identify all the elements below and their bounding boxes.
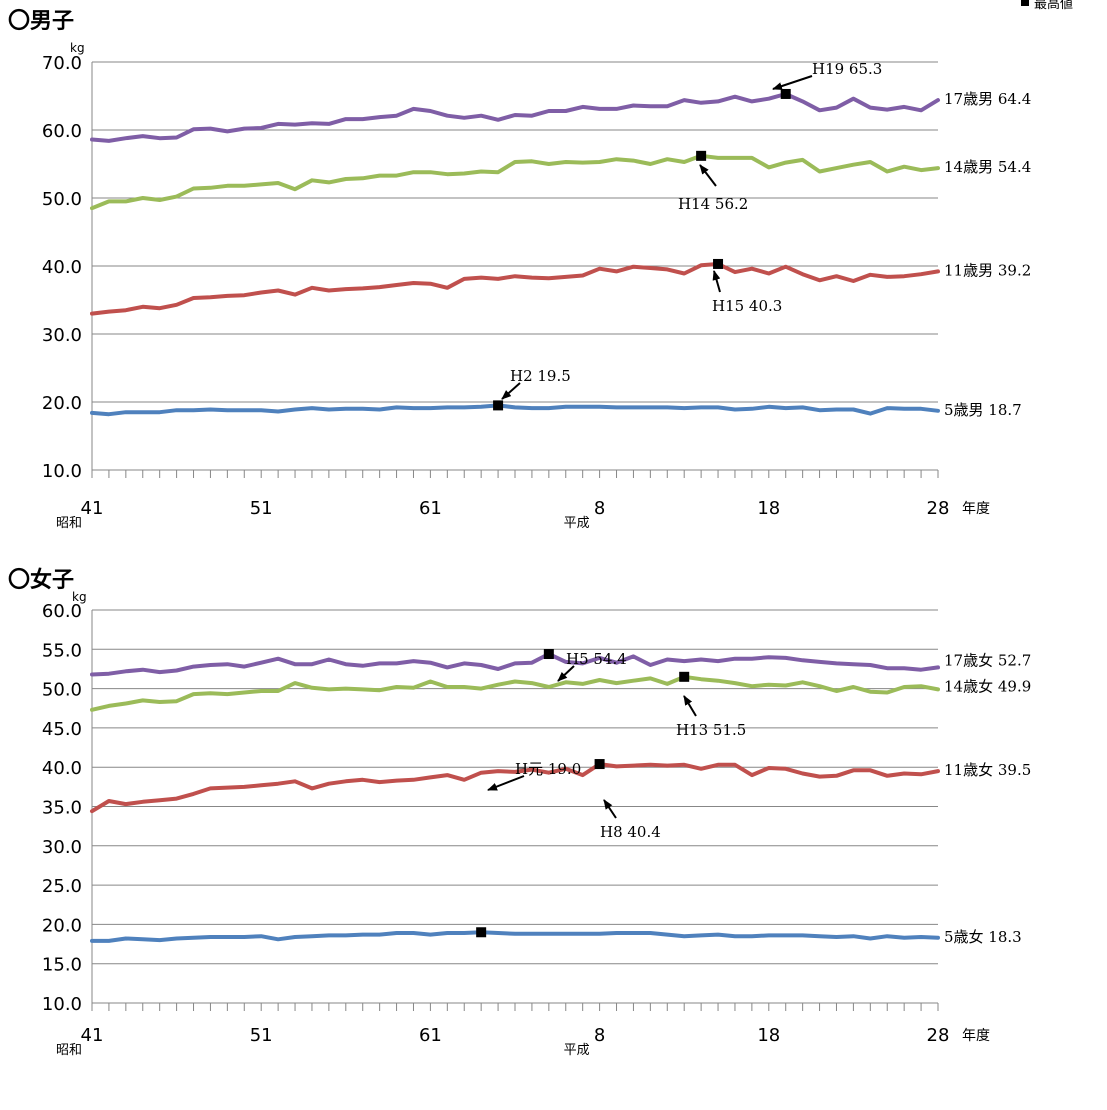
girls-max-arrow xyxy=(603,799,617,819)
boys-y-tick-label: 60.0 xyxy=(42,121,82,142)
boys-series-line-2 xyxy=(90,262,940,316)
girls-max-marker xyxy=(594,759,605,770)
boys-y-tick-label: 40.0 xyxy=(42,257,82,278)
girls-era-label: 平成 xyxy=(564,1043,590,1058)
boys-y-tick-label: 20.0 xyxy=(42,393,82,414)
boys-max-arrow xyxy=(501,382,521,400)
boys-era-label: 平成 xyxy=(564,516,590,531)
legend: 最高値 xyxy=(1021,0,1073,12)
boys-y-unit: kg xyxy=(70,41,85,55)
girls-max-annotation: H5 54.4 xyxy=(566,650,627,668)
boys-x-tick-label: 61 xyxy=(419,498,442,519)
legend-max-marker xyxy=(1021,0,1029,6)
boys-max-marker xyxy=(713,258,724,269)
girls-y-tick-label: 40.0 xyxy=(42,758,82,779)
girls-max-marker xyxy=(679,671,690,682)
girls-x-tick-label: 28 xyxy=(927,1025,950,1046)
girls-max-arrow xyxy=(557,665,575,682)
girls-max-marker xyxy=(476,927,487,938)
boys-y-tick-label: 10.0 xyxy=(42,461,82,482)
boys-series-end-label-3: 5歳男 18.7 xyxy=(944,401,1022,419)
boys-series-end-label-0: 17歳男 64.4 xyxy=(944,90,1031,108)
girls-y-tick-label: 15.0 xyxy=(42,955,82,976)
boys-chart-title: 〇男子 xyxy=(8,9,74,34)
boys-max-marker xyxy=(780,88,791,99)
boys-max-marker xyxy=(493,400,504,411)
boys-max-annotation: H19 65.3 xyxy=(812,60,882,78)
girls-series-end-label-2: 11歳女 39.5 xyxy=(944,761,1031,779)
boys-max-arrow xyxy=(712,270,721,293)
girls-series-line-0 xyxy=(90,652,940,677)
girls-y-tick-label: 45.0 xyxy=(42,719,82,740)
girls-x-tick-label: 41 xyxy=(81,1025,104,1046)
girls-series-line-2 xyxy=(90,762,940,814)
boys-series-line-3 xyxy=(90,403,940,417)
boys-x-tick-label: 28 xyxy=(927,498,950,519)
boys-max-annotation: H2 19.5 xyxy=(510,367,571,385)
girls-series-end-label-0: 17歳女 52.7 xyxy=(944,651,1031,669)
girls-x-tick-label: 51 xyxy=(250,1025,273,1046)
girls-x-tick-label: 18 xyxy=(757,1025,780,1046)
boys-x-tick-label: 18 xyxy=(757,498,780,519)
girls-series-line-1 xyxy=(90,674,940,712)
boys-y-tick-label: 30.0 xyxy=(42,325,82,346)
boys-max-annotation: H15 40.3 xyxy=(712,297,782,315)
girls-series-line-3 xyxy=(90,930,940,943)
girls-y-tick-label: 10.0 xyxy=(42,994,82,1015)
boys-series-end-label-1: 14歳男 54.4 xyxy=(944,158,1031,176)
girls-max-annotation: H8 40.4 xyxy=(600,823,661,841)
girls-y-tick-label: 60.0 xyxy=(42,601,82,622)
boys-x-unit: 年度 xyxy=(962,501,990,517)
girls-y-unit: kg xyxy=(72,590,87,604)
girls-y-tick-label: 55.0 xyxy=(42,640,82,661)
girls-y-tick-label: 20.0 xyxy=(42,915,82,936)
boys-x-tick-label: 8 xyxy=(594,498,605,519)
girls-series-end-label-1: 14歳女 49.9 xyxy=(944,677,1031,695)
girls-max-annotation: H13 51.5 xyxy=(676,721,746,739)
girls-x-tick-label: 8 xyxy=(594,1025,605,1046)
legend-max-label: 最高値 xyxy=(1034,0,1073,12)
girls-max-arrow xyxy=(487,775,525,791)
boys-max-arrow xyxy=(772,75,813,90)
girls-max-marker xyxy=(543,649,554,660)
boys-x-tick-label: 51 xyxy=(250,498,273,519)
boys-era-label: 昭和 xyxy=(56,516,82,531)
boys-y-tick-label: 70.0 xyxy=(42,53,82,74)
boys-x-tick-label: 41 xyxy=(81,498,104,519)
boys-series-end-label-2: 11歳男 39.2 xyxy=(944,261,1031,279)
boys-max-arrow xyxy=(699,164,717,187)
girls-x-unit: 年度 xyxy=(962,1028,990,1044)
girls-max-annotation: H元 19.0 xyxy=(515,760,581,778)
girls-y-tick-label: 30.0 xyxy=(42,837,82,858)
girls-y-tick-label: 35.0 xyxy=(42,798,82,819)
girls-y-tick-label: 50.0 xyxy=(42,680,82,701)
girls-series-end-label-3: 5歳女 18.3 xyxy=(944,928,1022,946)
girls-max-arrow xyxy=(683,695,697,717)
girls-x-tick-label: 61 xyxy=(419,1025,442,1046)
boys-y-tick-label: 50.0 xyxy=(42,189,82,210)
girls-chart-title: 〇女子 xyxy=(8,567,74,593)
boys-max-annotation: H14 56.2 xyxy=(678,195,748,213)
boys-series-line-1 xyxy=(90,153,940,211)
girls-era-label: 昭和 xyxy=(56,1043,82,1058)
boys-series-line-0 xyxy=(90,92,940,143)
boys-max-marker xyxy=(696,150,707,161)
girls-y-tick-label: 25.0 xyxy=(42,876,82,897)
